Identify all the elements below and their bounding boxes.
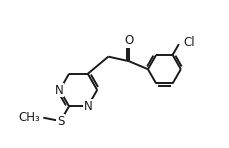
Text: N: N (54, 83, 63, 96)
Text: N: N (84, 100, 93, 113)
Text: S: S (57, 115, 64, 128)
Text: O: O (124, 34, 133, 47)
Text: Cl: Cl (182, 36, 194, 49)
Text: CH₃: CH₃ (18, 111, 40, 124)
